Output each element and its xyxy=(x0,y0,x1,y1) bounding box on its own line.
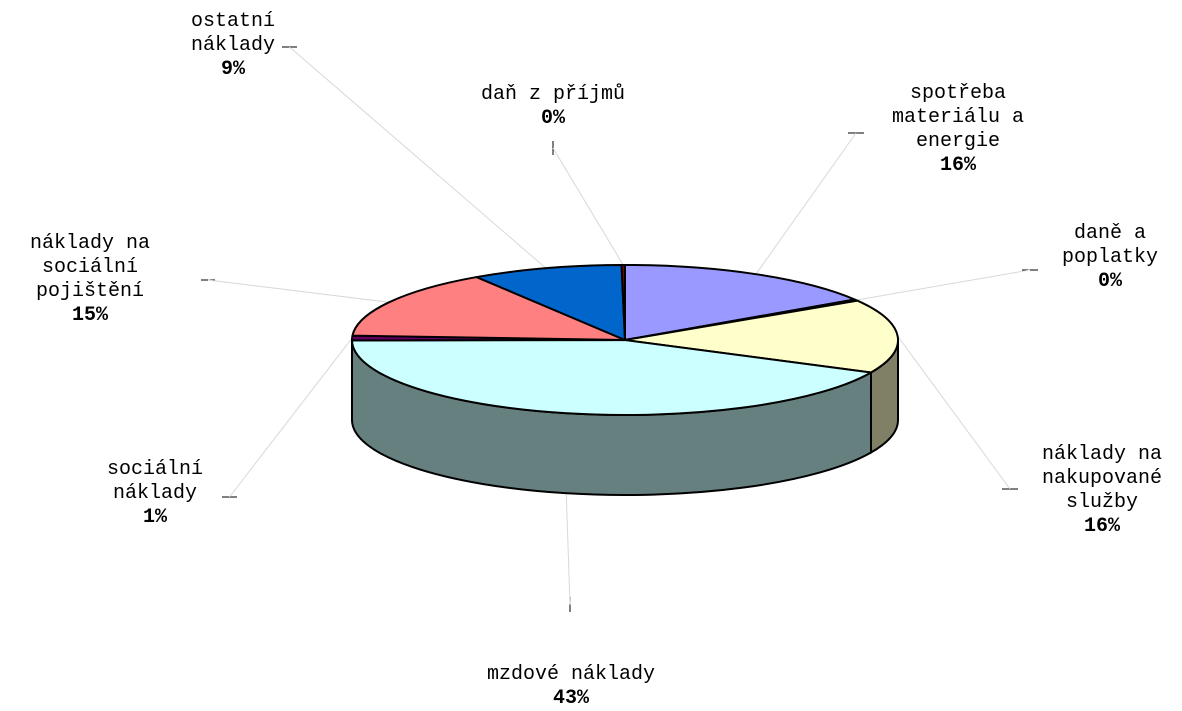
slice-label-text: sociální xyxy=(30,256,150,280)
slice-label-text: náklady na xyxy=(1042,443,1162,467)
slice-percent: 0% xyxy=(1062,270,1158,294)
slice-percent: 0% xyxy=(481,107,625,131)
slice-label-text: daně a xyxy=(1062,222,1158,246)
slice-label-text: náklady xyxy=(191,34,275,58)
slice-label-text: ostatní xyxy=(191,10,275,34)
slice-label-text: sociální xyxy=(107,458,203,482)
slice-label-text: náklady xyxy=(107,482,203,506)
slice-label-text: služby xyxy=(1042,491,1162,515)
leader-line-sluzby xyxy=(898,336,1010,489)
slice-label-text: poplatky xyxy=(1062,246,1158,270)
leader-line-dane xyxy=(856,270,1030,300)
slice-percent: 9% xyxy=(191,58,275,82)
slice-percent: 43% xyxy=(487,687,655,711)
slice-label-text: nakupované xyxy=(1042,467,1162,491)
slice-percent: 16% xyxy=(892,154,1024,178)
slice-label-text: náklady na xyxy=(30,232,150,256)
slice-label-text: pojištění xyxy=(30,280,150,304)
pie-top xyxy=(352,265,898,415)
slice-label-text: daň z příjmů xyxy=(481,83,625,107)
slice-percent: 1% xyxy=(107,506,203,530)
leader-line-material xyxy=(756,133,856,274)
slice-label-text: mzdové náklady xyxy=(487,663,655,687)
leader-line-ostatni xyxy=(290,47,546,268)
leader-line-dan xyxy=(553,148,623,265)
leader-line-socialni xyxy=(230,338,353,497)
slice-percent: 16% xyxy=(1042,515,1162,539)
slice-label-text: spotřeba xyxy=(892,82,1024,106)
slice-label-text: materiálu a xyxy=(892,106,1024,130)
slice-percent: 15% xyxy=(30,304,150,328)
leader-line-pojisteni xyxy=(208,280,389,302)
slice-label-text: energie xyxy=(892,130,1024,154)
